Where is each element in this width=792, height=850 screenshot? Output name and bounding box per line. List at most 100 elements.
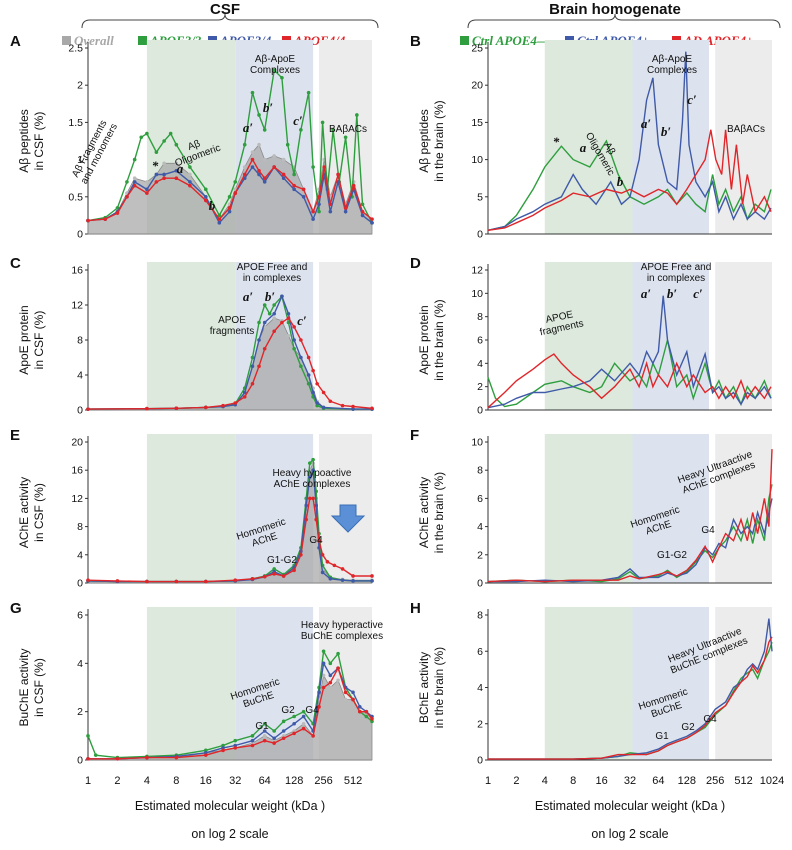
panel-A-s2-point-6: [154, 172, 159, 177]
panel-B-annotation-8: c′: [687, 92, 697, 107]
panel-A-annotation-9: c′: [293, 113, 303, 128]
panel-G-s1-point-10: [272, 729, 276, 733]
panel-D-ytick-label-1: 2: [477, 381, 483, 393]
panel-A-s2-point-12: [227, 209, 232, 214]
panel-C-annotation-0-line-1: fragments: [210, 326, 254, 337]
panel-G-s2-point-12: [301, 714, 306, 719]
panel-C-s1-point-11: [272, 303, 276, 307]
panel-A-s1-point-28: [320, 120, 325, 125]
panel-E-s3-point-5: [233, 578, 238, 582]
panel-F-ytick-label-4: 8: [477, 465, 483, 477]
panel-A-s1-point-7: [154, 150, 159, 154]
panel-D-annotation-4: c′: [693, 286, 703, 301]
panel-C-s3-point-5: [233, 401, 238, 405]
panel-A-s1-point-24: [299, 128, 303, 132]
panel-E-s2-point-15: [314, 503, 318, 508]
panel-E-s3-point-8: [272, 572, 276, 576]
panel-E-y-label: AChE activityin CSF (%): [17, 477, 46, 548]
panel-B-y-label-line-0: Aβ peptides: [417, 109, 431, 173]
panel-H-ytick-label-4: 8: [477, 610, 483, 622]
panel-G-s2-point-10: [281, 729, 286, 733]
panel-A-s1-point-16: [242, 142, 247, 147]
panel-A-ytick-label-0: 0: [77, 229, 83, 241]
brain-x-label: Estimated molecular weight (kDa ): [535, 799, 725, 813]
panel-E-s3-point-7: [262, 574, 267, 579]
panel-C-band-0: [146, 262, 236, 410]
panel-G-overall-point-12: [301, 721, 306, 726]
panel-E-s2-point-18: [328, 576, 333, 581]
panel-A-s1-point-10: [174, 142, 179, 147]
panel-G-s3-point-20: [357, 709, 362, 714]
panel-C: 0 4 8 12 16 ApoE proteinin CSF (%) C APOE fragme…: [10, 255, 374, 417]
panel-E-s2-point-13: [307, 475, 312, 480]
panel-C-ytick-label-1: 4: [77, 370, 83, 382]
panel-B-y-label: Aβ peptidesin the brain (%): [417, 100, 446, 181]
panel-A-s1-point-25: [306, 90, 311, 95]
panel-A-s3-point-23: [317, 195, 321, 199]
panel-C-s3-point-7: [250, 381, 255, 386]
panel-B-y-label-line-1: in the brain (%): [432, 100, 446, 181]
panel-H-band-0: [544, 607, 633, 760]
panel-G-s1-point-1: [93, 753, 98, 757]
panel-F-letter: F: [410, 427, 419, 444]
panel-E-s3-point-6: [250, 576, 255, 581]
panel-F-y-label-line-1: in the brain (%): [432, 472, 446, 553]
panel-A-ytick-label-2: 1: [77, 154, 83, 166]
panel-F-series-2: [487, 449, 773, 583]
panel-A-s2-point-30: [370, 221, 374, 225]
panel-C-band-2: [319, 262, 372, 410]
legend-swatch-1: [138, 36, 147, 45]
panel-E-ytick-label-2: 8: [77, 521, 83, 533]
panel-B-annotation-3: *: [553, 134, 560, 149]
panel-B-annotation-6: a′: [641, 116, 652, 131]
panel-A-overall-point-19: [281, 157, 286, 162]
panel-E-s2-point-21: [370, 579, 374, 583]
panel-G-overall-point-17: [336, 678, 340, 683]
panel-G-s2-point-14: [317, 690, 321, 695]
brain-xtick-10: 1024: [760, 775, 784, 787]
panel-C-s3-point-3: [203, 405, 208, 410]
brain-xtick-5: 32: [624, 775, 636, 787]
panel-G-s3-point-5: [221, 748, 225, 753]
panel-B-ytick-label-1: 5: [477, 191, 483, 203]
panel-C-s3-point-14: [299, 338, 303, 342]
panel-D-series-2: [487, 353, 772, 409]
panel-H-annotation-3: G2: [681, 722, 695, 733]
panel-E-s2-point-19: [340, 578, 345, 582]
panel-C-s3-point-20: [340, 403, 345, 408]
panel-A-s2-point-23: [317, 202, 321, 207]
panel-A-s1-point-4: [132, 157, 137, 162]
panel-A-annotation-2-line-1: Complexes: [250, 65, 300, 76]
panel-A-overall-point-16: [257, 142, 261, 147]
panel-C-s3-point-4: [221, 403, 225, 408]
panel-G-s3-point-21: [364, 709, 369, 714]
csf-xtick-3: 8: [173, 775, 179, 787]
panel-A-s3-point-16: [257, 168, 261, 173]
panel-C-s1-point-15: [299, 364, 303, 369]
panel-A-s2-point-25: [328, 209, 333, 214]
panel-C-s3-point-2: [174, 406, 179, 411]
panel-A-ytick-label-4: 2: [77, 80, 83, 92]
panel-F-annotation-2: G1-G2: [657, 550, 687, 561]
panel-G-ytick-label-2: 4: [77, 658, 83, 670]
panel-A-s1-point-18: [257, 113, 261, 117]
panel-C-s3-point-11: [280, 320, 284, 325]
panel-A-s1-point-35: [360, 202, 365, 207]
panel-B-annotation-7: b′: [661, 124, 672, 139]
panel-A-s2-point-17: [262, 180, 267, 184]
panel-A-s3-point-17: [262, 176, 267, 180]
panel-A-s3-point-6: [154, 180, 159, 184]
panel-H-letter: H: [410, 600, 421, 617]
panel-A-s3-point-15: [250, 157, 255, 162]
panel-H-series-1: [488, 618, 773, 760]
csf-xtick-5: 32: [229, 775, 241, 787]
panel-A-s1-point-2: [115, 206, 120, 210]
panel-A-s2-point-7: [162, 172, 166, 177]
panel-E-s2-point-20: [351, 579, 355, 583]
panel-A-s3-point-27: [343, 206, 348, 210]
panel-C-s2-point-7: [250, 364, 255, 369]
panel-B-ytick-label-0: 0: [477, 229, 483, 241]
panel-G-s3-point-17: [336, 666, 340, 670]
